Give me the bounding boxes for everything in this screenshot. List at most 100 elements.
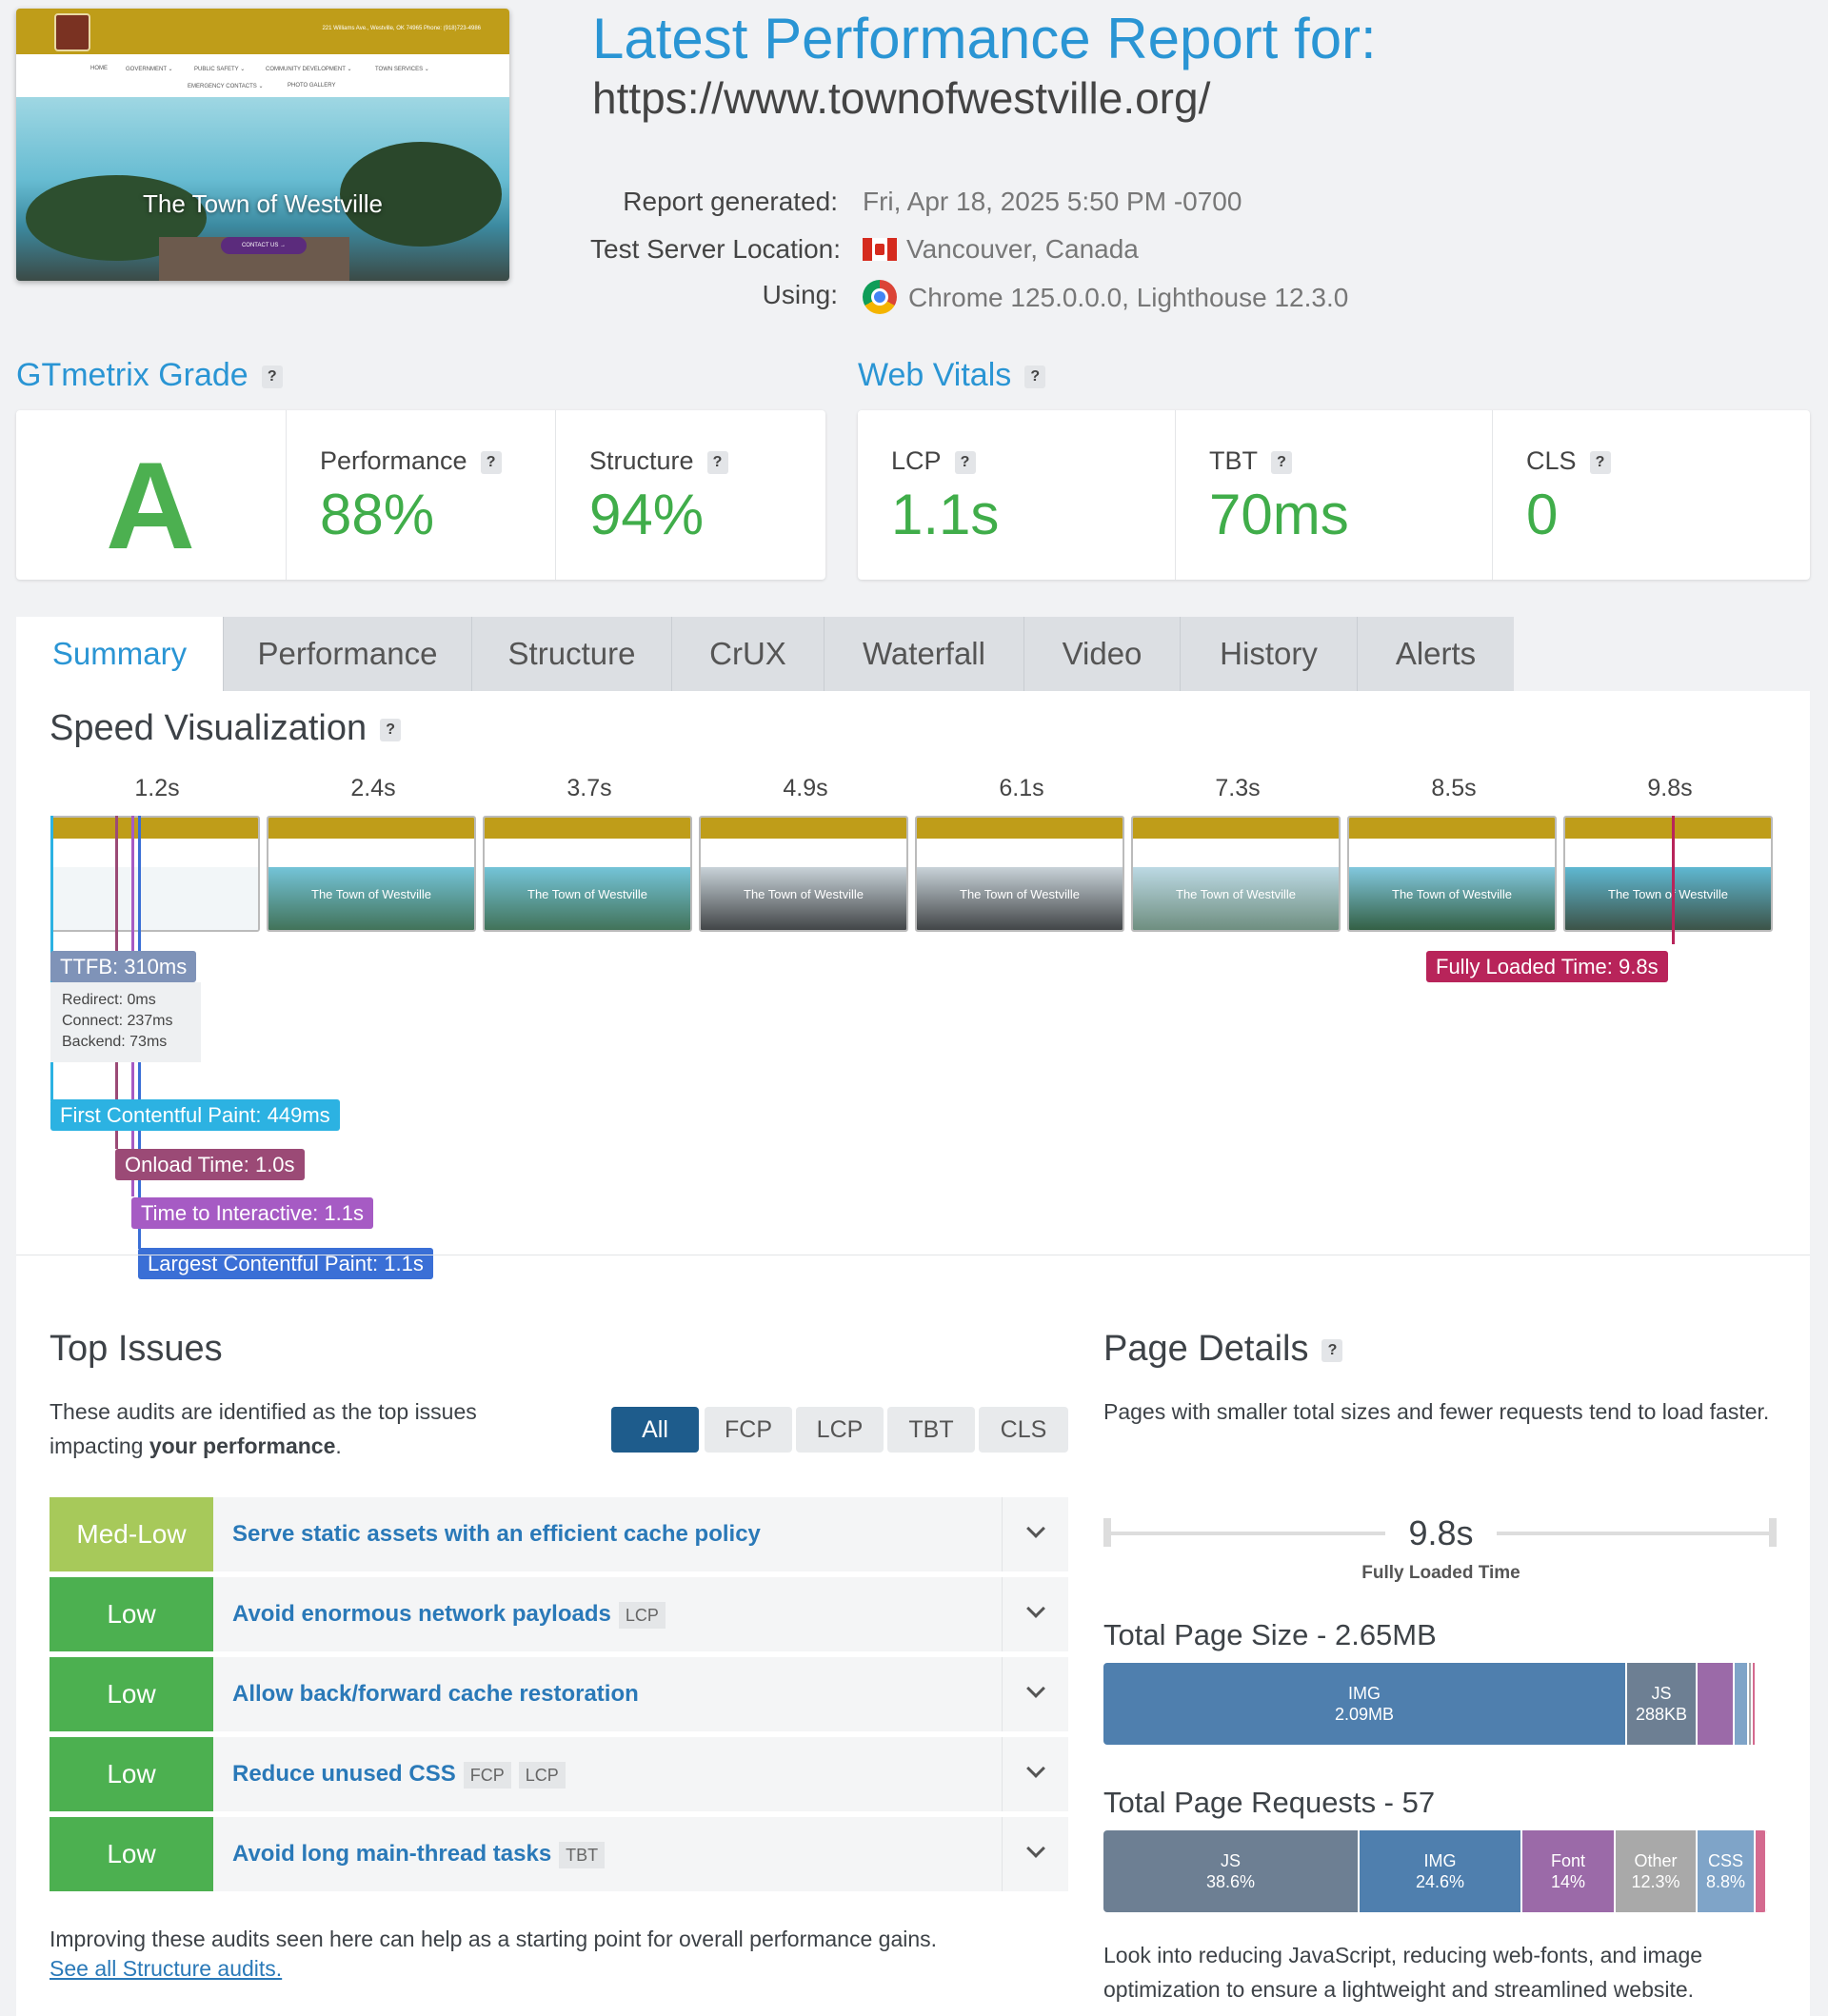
performance-value: 88%: [320, 483, 435, 546]
lcp-help-icon[interactable]: ?: [954, 450, 976, 474]
ttfb-backend: Backend: 73ms: [62, 1034, 168, 1050]
fully-loaded-label: Fully Loaded Time: [1361, 1563, 1520, 1583]
issue-title[interactable]: Allow back/forward cache restoration: [232, 1681, 639, 1707]
using-value-row: Chrome 125.0.0.0, Lighthouse 12.3.0: [863, 280, 1348, 314]
tab-waterfall[interactable]: Waterfall: [825, 617, 1024, 691]
filmstrip-frame[interactable]: The Town of Westville: [1563, 816, 1773, 932]
see-all-structure-audits-link[interactable]: See all Structure audits.: [50, 1956, 283, 1981]
cls-value: 0: [1526, 483, 1559, 546]
thumbnail-tree: [340, 142, 502, 247]
thumbnail-nav-item: HOME: [90, 66, 108, 71]
filmstrip-frame[interactable]: The Town of Westville: [699, 816, 908, 932]
structure-value: 94%: [589, 483, 705, 546]
chevron-down-icon[interactable]: [1002, 1657, 1068, 1731]
issue-title-row[interactable]: Reduce unused CSS FCP LCP: [232, 1737, 566, 1811]
issue-row[interactable]: Low Avoid enormous network payloads LCP: [50, 1577, 1068, 1651]
performance-help-icon[interactable]: ?: [480, 450, 502, 474]
issue-row[interactable]: Med-Low Serve static assets with an effi…: [50, 1497, 1068, 1571]
gtmetrix-grade-title: GTmetrix Grade: [16, 357, 248, 393]
bar-segment: IMG 24.6%: [1360, 1830, 1522, 1912]
filter-cls[interactable]: CLS: [979, 1407, 1068, 1453]
issues-footer-text: Improving these audits seen here can hel…: [50, 1927, 938, 1951]
thumbnail-nav-item: COMMUNITY DEVELOPMENT ⌄: [266, 67, 352, 72]
issue-title-row[interactable]: Avoid long main-thread tasks TBT: [232, 1817, 606, 1891]
filmstrip-frame[interactable]: The Town of Westville: [267, 816, 476, 932]
timeline-tick: 9.8s: [1647, 775, 1693, 801]
fully-loaded-line: [1672, 816, 1675, 944]
segment-value: 14%: [1550, 1872, 1586, 1891]
metric-tag: LCP: [618, 1601, 666, 1629]
performance-label: Performance: [320, 446, 467, 475]
tbt-label: TBT: [1209, 446, 1258, 475]
thumbnail-nav: HOME GOVERNMENT ⌄ PUBLIC SAFETY ⌄ COMMUN…: [16, 54, 509, 97]
page-details-help-icon[interactable]: ?: [1321, 1338, 1343, 1362]
issue-row[interactable]: Low Avoid long main-thread tasks TBT: [50, 1817, 1068, 1891]
bar-segment: Font 14%: [1522, 1830, 1616, 1912]
tab-alerts[interactable]: Alerts: [1358, 617, 1514, 691]
grade-help-icon[interactable]: ?: [261, 366, 283, 389]
filmstrip-frame[interactable]: The Town of Westville: [915, 816, 1124, 932]
town-logo-icon: [54, 13, 90, 51]
tab-performance[interactable]: Performance: [224, 617, 472, 691]
structure-label-row: Structure?: [589, 446, 728, 476]
filter-all[interactable]: All: [611, 1407, 699, 1453]
chevron-down-icon[interactable]: [1002, 1737, 1068, 1811]
metric-tag: TBT: [559, 1841, 606, 1868]
chevron-down-icon[interactable]: [1002, 1577, 1068, 1651]
timeline-tick: 1.2s: [134, 775, 180, 801]
issue-title[interactable]: Serve static assets with an efficient ca…: [232, 1521, 761, 1547]
canada-flag-icon: [863, 238, 897, 261]
filmstrip-frame[interactable]: [50, 816, 260, 932]
thumbnail-header-bar: 221 Williams Ave., Westville, OK 74965 P…: [16, 9, 509, 54]
issue-title[interactable]: Reduce unused CSS: [232, 1761, 456, 1787]
grade-card: A Performance? 88% Structure? 94%: [16, 410, 825, 580]
tbt-help-icon[interactable]: ?: [1271, 450, 1292, 474]
speed-help-icon[interactable]: ?: [380, 718, 402, 741]
report-url[interactable]: https://www.townofwestville.org/: [592, 73, 1211, 123]
tab-history[interactable]: History: [1181, 617, 1358, 691]
thumbnail-nav-item: EMERGENCY CONTACTS ⌄: [188, 84, 264, 89]
filmstrip-frame[interactable]: The Town of Westville: [1131, 816, 1341, 932]
segment-label: Font: [1550, 1851, 1586, 1870]
issue-title[interactable]: Avoid long main-thread tasks: [232, 1841, 552, 1867]
lcp-marker: Largest Contentful Paint: 1.1s: [138, 1248, 433, 1279]
issue-title[interactable]: Avoid enormous network payloads: [232, 1601, 611, 1627]
segment-value: 38.6%: [1205, 1872, 1256, 1891]
tab-summary[interactable]: Summary: [16, 617, 224, 691]
timeline-tick: 7.3s: [1215, 775, 1261, 801]
segment-label: JS: [1651, 1684, 1672, 1703]
tab-video[interactable]: Video: [1024, 617, 1181, 691]
thumbnail-nav-item: TOWN SERVICES ⌄: [375, 67, 429, 72]
thumbnail-hero-title: The Town of Westville: [143, 189, 383, 218]
ttfb-marker: TTFB: 310ms: [50, 951, 197, 982]
filter-fcp[interactable]: FCP: [705, 1407, 792, 1453]
filter-tbt[interactable]: TBT: [887, 1407, 975, 1453]
chevron-down-icon[interactable]: [1002, 1817, 1068, 1891]
severity-badge: Low: [50, 1817, 213, 1891]
speed-visualization-title: Speed Visualization: [50, 708, 368, 748]
ttfb-redirect: Redirect: 0ms: [62, 992, 156, 1008]
filter-lcp[interactable]: LCP: [796, 1407, 884, 1453]
tab-crux[interactable]: CrUX: [672, 617, 825, 691]
cls-help-icon[interactable]: ?: [1589, 450, 1611, 474]
filmstrip-frame[interactable]: The Town of Westville: [1347, 816, 1557, 932]
gtmetrix-grade-heading: GTmetrix Grade?: [16, 357, 283, 394]
bar-segment: Other 12.3%: [1616, 1830, 1698, 1912]
thumbnail-address: 221 Williams Ave., Westville, OK 74965 P…: [322, 26, 481, 31]
issue-row[interactable]: Low Reduce unused CSS FCP LCP: [50, 1737, 1068, 1811]
structure-help-icon[interactable]: ?: [706, 450, 728, 474]
speed-visualization-heading: Speed Visualization?: [50, 708, 402, 749]
severity-badge: Low: [50, 1577, 213, 1651]
severity-badge: Low: [50, 1657, 213, 1731]
issue-title-row[interactable]: Avoid enormous network payloads LCP: [232, 1577, 666, 1651]
segment-label: JS: [1220, 1851, 1241, 1870]
chevron-down-icon[interactable]: [1002, 1497, 1068, 1571]
vitals-help-icon[interactable]: ?: [1024, 366, 1046, 389]
filmstrip-frame[interactable]: The Town of Westville: [483, 816, 692, 932]
chrome-icon: [863, 280, 897, 314]
thumbnail-nav-item: PHOTO GALLERY: [288, 83, 336, 89]
issue-row[interactable]: Low Allow back/forward cache restoration: [50, 1657, 1068, 1731]
segment-value: 8.8%: [1705, 1872, 1746, 1891]
ttfb-connect: Connect: 237ms: [62, 1013, 173, 1029]
tab-structure[interactable]: Structure: [472, 617, 672, 691]
